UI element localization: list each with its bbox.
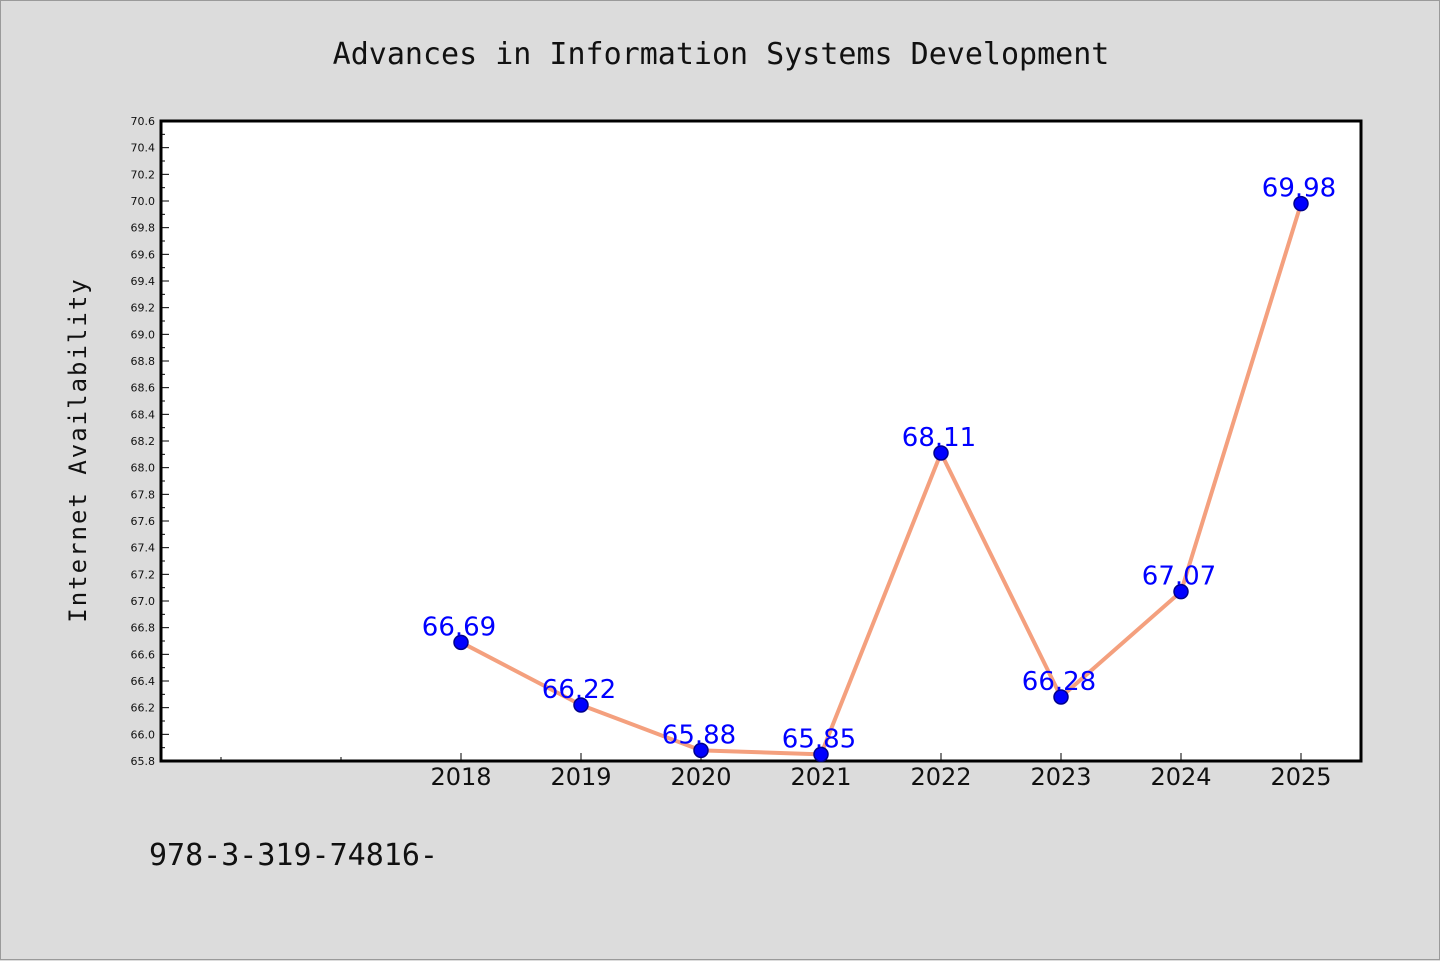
data-point [813, 746, 829, 763]
y-tick-label: 69.4 [131, 275, 156, 288]
y-tick-label: 69.6 [131, 248, 156, 261]
x-tick-label: 2022 [910, 763, 971, 791]
y-tick-label: 68.4 [131, 408, 156, 421]
data-point [1053, 689, 1069, 705]
y-tick-label: 68.8 [131, 355, 156, 368]
y-axis-label: Internet Availability [64, 277, 92, 622]
data-point [453, 634, 469, 651]
x-tick-label: 2020 [670, 763, 731, 791]
y-tick-label: 67.6 [131, 515, 156, 528]
data-point [693, 742, 709, 759]
data-label: 67.07 [1142, 562, 1216, 592]
data-label: 65.85 [782, 724, 856, 754]
y-tick-label: 67.8 [131, 488, 156, 501]
x-tick-label: 2023 [1030, 763, 1091, 791]
y-tick-label: 68.0 [131, 462, 156, 475]
y-tick-label: 69.2 [131, 302, 156, 315]
y-tick-label: 66.2 [131, 702, 156, 715]
data-label: 65.88 [662, 720, 736, 750]
series-line [459, 201, 1303, 757]
x-tick-label: 2024 [1150, 763, 1211, 791]
y-tick-label: 65.8 [131, 755, 156, 768]
y-tick-label: 70.2 [131, 168, 156, 181]
y-tick-label: 68.2 [131, 435, 156, 448]
x-tick-label: 2025 [1270, 763, 1331, 791]
data-label: 69.98 [1262, 174, 1336, 204]
chart-title: Advances in Information Systems Developm… [333, 37, 1110, 72]
y-tick-label: 67.4 [131, 542, 156, 555]
marker-layer [453, 195, 1309, 763]
x-tick-label: 2019 [550, 763, 611, 791]
y-tick-label: 67.2 [131, 568, 156, 581]
data-label: 66.69 [422, 612, 496, 642]
data-point [933, 445, 949, 461]
series-layer [459, 201, 1303, 757]
data-point [573, 697, 589, 713]
x-tick-label: 2021 [790, 763, 851, 791]
plot-area [159, 119, 1363, 763]
y-tick-label: 70.0 [131, 195, 156, 208]
y-tick-label: 66.0 [131, 728, 156, 741]
y-axis: 65.8 66.0 66.2 66.4 66.6 66.8 67.0 67.2 67.4 67.6… [131, 115, 169, 768]
footnote-text: 978-3-319-74816- [149, 838, 438, 873]
y-tick-label: 67.0 [131, 595, 156, 608]
y-tick-label: 69.0 [131, 328, 156, 341]
y-tick-label: 66.4 [131, 675, 156, 688]
data-point [1173, 583, 1189, 600]
y-tick-label: 66.8 [131, 622, 156, 635]
y-tick-label: 70.6 [131, 115, 156, 128]
data-label: 66.22 [542, 675, 616, 705]
x-axis: 2018 2019 2020 2021 2022 2023 2024 2025 [220, 753, 1332, 791]
x-tick-label: 2018 [430, 763, 491, 791]
y-tick-label: 69.8 [131, 222, 156, 235]
data-label: 66.28 [1022, 667, 1096, 697]
y-tick-label: 68.6 [131, 382, 156, 395]
data-label: 68.11 [902, 423, 976, 453]
y-tick-label: 70.4 [131, 142, 156, 155]
y-tick-label: 66.6 [131, 648, 156, 661]
data-point [1293, 195, 1309, 212]
data-label-layer: 66.69 66.22 65.88 65.85 68.11 66.28 67.07 69.98 [422, 174, 1336, 755]
